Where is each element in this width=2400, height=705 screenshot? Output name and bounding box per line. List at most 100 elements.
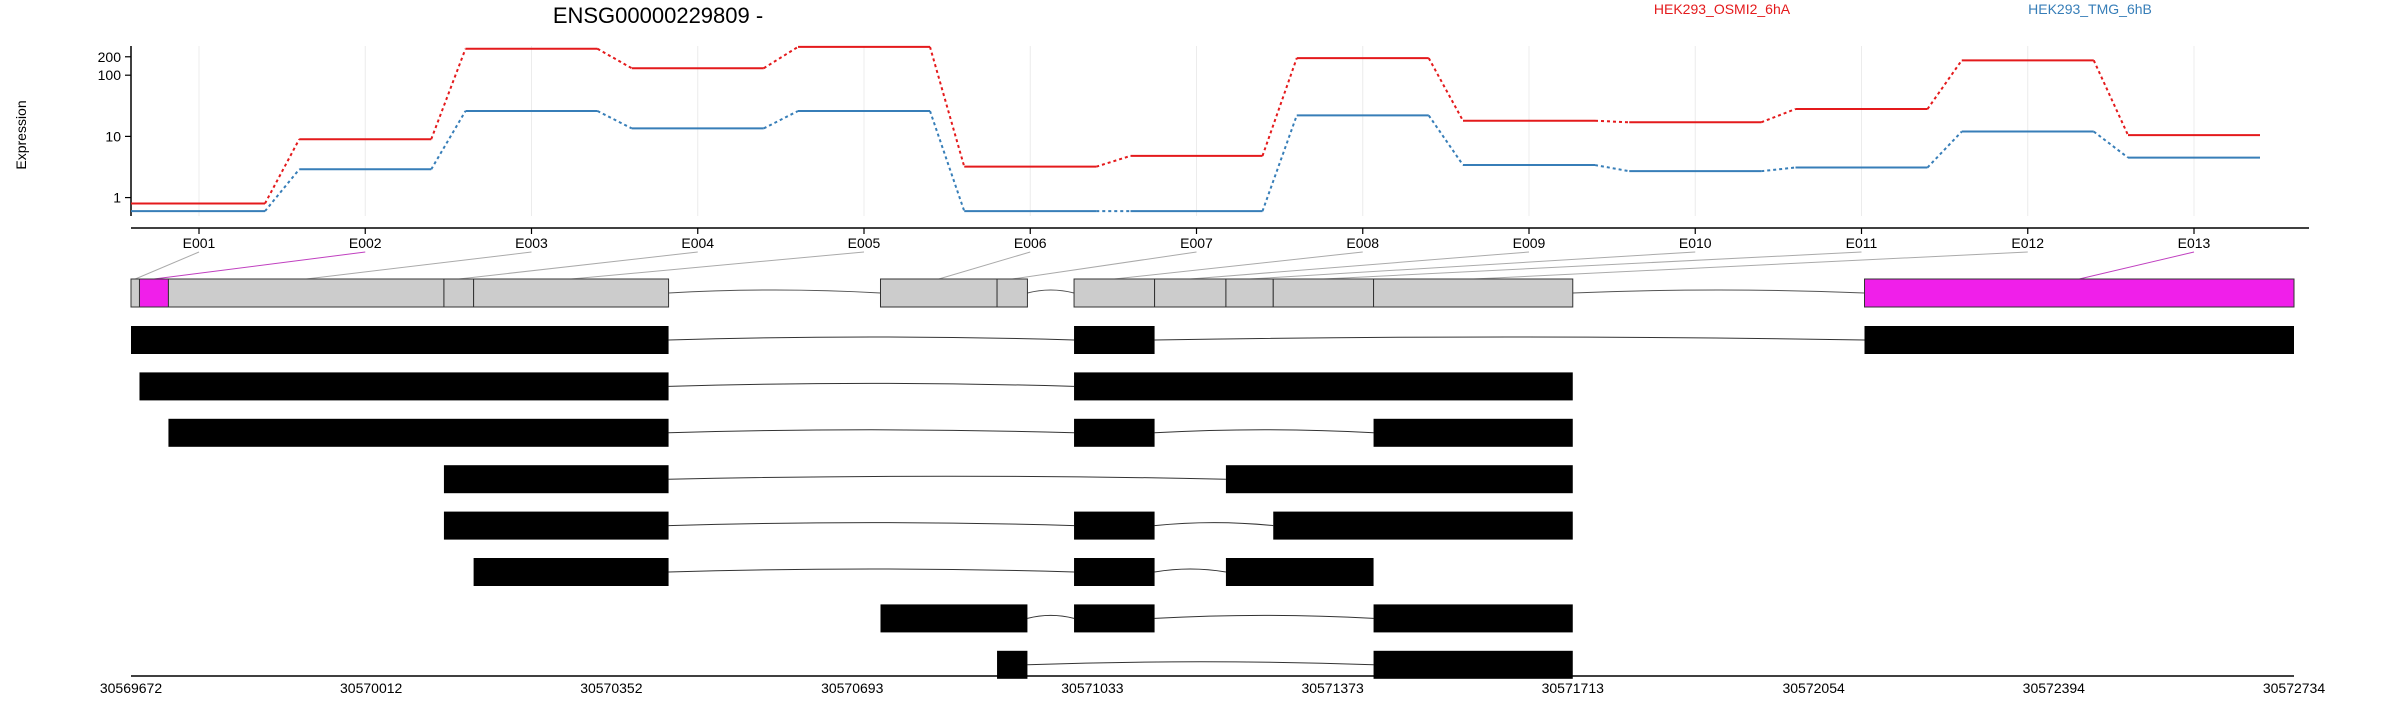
- genomic-tick-label: 30571033: [1061, 680, 1124, 696]
- transcript-4: [443, 465, 1573, 494]
- series-layer: [131, 45, 2260, 213]
- transcript-exon: [1225, 465, 1573, 494]
- genomic-tick-label: 30572054: [1782, 680, 1845, 696]
- transcript-intron: [1027, 614, 1075, 619]
- series-connector: [1760, 108, 1796, 124]
- series-connector: [763, 46, 799, 70]
- exon-connector: [1114, 251, 1363, 280]
- genomic-tick-label: 30571713: [1542, 680, 1605, 696]
- series-connector: [763, 110, 799, 130]
- transcript-intron: [668, 568, 1075, 573]
- transcript-7: [880, 604, 1573, 633]
- transcript-exon: [473, 558, 669, 586]
- series-connector: [597, 110, 633, 130]
- series-connector: [1594, 164, 1630, 173]
- series-connector: [430, 110, 467, 170]
- exon-connector: [1190, 251, 1530, 280]
- gene-model-layer: [130, 251, 2295, 308]
- series-connector: [1095, 154, 1131, 168]
- series-connector: [1261, 115, 1298, 212]
- transcript-8: [997, 650, 1573, 679]
- series-connector: [1261, 57, 1298, 157]
- x-tick-label: E001: [183, 235, 216, 251]
- y-tick-label: 10: [105, 128, 121, 144]
- genomic-tick-label: 30570352: [580, 680, 643, 696]
- exon-bin-E004: [443, 278, 475, 308]
- transcript-exon: [1373, 650, 1573, 679]
- model-intron: [1027, 289, 1075, 294]
- exon-bin-E009: [1154, 278, 1227, 308]
- transcript-intron: [1154, 522, 1274, 527]
- series-connector: [1427, 114, 1464, 166]
- x-tick-label: E010: [1679, 235, 1712, 251]
- exon-connector: [938, 251, 1031, 280]
- x-tick-label: E004: [681, 235, 714, 251]
- series-1: [131, 45, 2260, 205]
- transcripts-layer: [131, 326, 2294, 679]
- transcript-3: [168, 418, 1573, 447]
- transcript-intron: [1154, 429, 1374, 434]
- x-tick-label: E012: [2011, 235, 2044, 251]
- transcript-5: [443, 511, 1573, 540]
- series-connector: [1427, 57, 1464, 122]
- exon-connector: [1323, 251, 1862, 280]
- chart-title: ENSG00000229809 -: [553, 3, 763, 28]
- x-tick-label: E002: [349, 235, 382, 251]
- genomic-tick-label: 30570693: [821, 680, 884, 696]
- exon-connector: [153, 251, 366, 280]
- exon-connector: [1012, 251, 1197, 280]
- transcript-exon: [1373, 418, 1573, 447]
- transcript-intron: [668, 475, 1226, 480]
- y-tick-label: 200: [98, 49, 122, 65]
- transcript-intron: [668, 522, 1075, 527]
- y-tick-label: 100: [98, 67, 122, 83]
- transcript-exon: [1074, 604, 1155, 633]
- transcript-intron: [668, 336, 1075, 341]
- grid-layer: [198, 46, 2195, 216]
- series-connector: [1761, 166, 1796, 173]
- transcript-exon: [1373, 604, 1573, 633]
- exon-bin-E005: [473, 278, 670, 308]
- exon-bin-E011: [1272, 278, 1375, 308]
- series-connector: [264, 138, 301, 204]
- transcript-6: [473, 558, 1374, 586]
- transcript-exon: [1074, 558, 1155, 586]
- exon-bin-E013: [1864, 278, 2295, 308]
- transcript-exon: [1074, 511, 1155, 540]
- transcript-exon: [1225, 558, 1374, 586]
- transcript-exon: [997, 650, 1028, 679]
- x-tick-label: E006: [1014, 235, 1047, 251]
- transcript-exon: [443, 465, 669, 494]
- exon-bin-E012: [1373, 278, 1574, 308]
- transcript-exon: [880, 604, 1028, 633]
- x-tick-label: E007: [1180, 235, 1213, 251]
- exon-connector: [1473, 251, 2028, 280]
- transcript-intron: [1154, 336, 1865, 341]
- transcript-exon: [443, 511, 669, 540]
- y-axis-label: Expression: [13, 100, 29, 169]
- y-tick-label: 1: [113, 190, 121, 206]
- transcript-intron: [1154, 614, 1374, 619]
- transcript-exon: [1864, 326, 2294, 354]
- exon-connector: [2079, 251, 2195, 280]
- legend-label-tmg: HEK293_TMG_6hB: [2028, 1, 2152, 17]
- legend-label-osmi2: HEK293_OSMI2_6hA: [1654, 1, 1791, 17]
- series-connector: [1926, 130, 1963, 169]
- x-tick-label: E011: [1846, 235, 1878, 251]
- exon-bin-E001: [130, 278, 140, 308]
- model-intron: [668, 289, 881, 294]
- transcript-intron: [668, 429, 1075, 434]
- exon-bin-E008: [1073, 278, 1156, 308]
- x-tick-label: E009: [1513, 235, 1546, 251]
- transcript-exon: [131, 326, 669, 354]
- x-tick-label: E013: [2178, 235, 2211, 251]
- exon-connector: [306, 251, 532, 280]
- series-connector: [264, 168, 301, 212]
- series-2: [131, 109, 2260, 213]
- transcript-1: [131, 326, 2294, 354]
- x-tick-label: E003: [515, 235, 548, 251]
- x-tick-label: E008: [1346, 235, 1379, 251]
- transcript-exon: [1273, 511, 1573, 540]
- transcript-intron: [668, 382, 1075, 387]
- transcript-exon: [139, 372, 669, 401]
